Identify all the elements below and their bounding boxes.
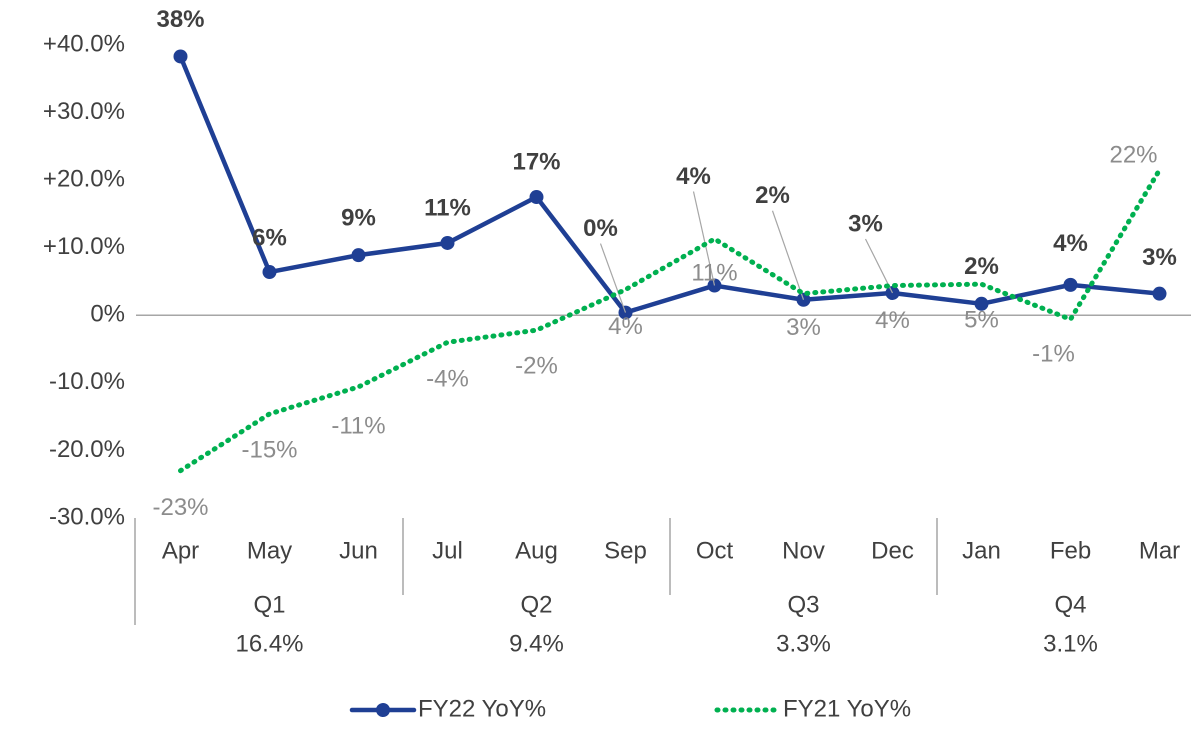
data-label: 4% xyxy=(1053,230,1088,257)
y-tick-label: -10.0% xyxy=(49,368,125,395)
data-label: -11% xyxy=(331,412,385,439)
point xyxy=(440,235,455,250)
group-label: Q2 xyxy=(520,591,552,618)
data-label: -1% xyxy=(1032,341,1075,368)
point xyxy=(262,265,277,280)
group-total: 16.4% xyxy=(235,630,303,657)
data-label: -15% xyxy=(241,436,297,463)
y-tick-label: 0% xyxy=(90,301,125,328)
data-label: 4% xyxy=(608,313,643,340)
legend-marker xyxy=(376,703,390,717)
data-label: 3% xyxy=(1142,244,1177,271)
y-tick-label: +30.0% xyxy=(43,98,125,125)
data-label: 2% xyxy=(964,253,999,280)
leader-line xyxy=(692,191,716,286)
x-tick-label: Jan xyxy=(962,537,1001,564)
point xyxy=(351,248,366,263)
x-tick-label: Apr xyxy=(162,537,199,564)
group-total: 3.3% xyxy=(776,630,831,657)
y-tick-label: -20.0% xyxy=(49,436,125,463)
x-tick-label: May xyxy=(247,537,292,564)
data-label: 5% xyxy=(964,307,999,334)
data-label: -23% xyxy=(152,494,208,521)
data-label: 3% xyxy=(848,210,883,237)
x-tick-label: Oct xyxy=(696,537,734,564)
leader-line xyxy=(771,210,805,300)
group-label: Q4 xyxy=(1054,591,1086,618)
data-label: 11% xyxy=(691,259,737,286)
data-label: 4% xyxy=(875,307,910,334)
point xyxy=(529,190,544,205)
data-label: 17% xyxy=(512,148,560,175)
x-tick-label: Aug xyxy=(515,537,558,564)
legend-label: FY22 YoY% xyxy=(418,695,546,722)
leader-line xyxy=(599,243,627,313)
x-tick-label: Feb xyxy=(1050,537,1091,564)
group-total: 9.4% xyxy=(509,630,564,657)
x-tick-label: Nov xyxy=(782,537,825,564)
data-label: 0% xyxy=(583,215,618,242)
legend-label: FY21 YoY% xyxy=(783,695,911,722)
data-label: 2% xyxy=(755,182,790,209)
x-tick-label: Mar xyxy=(1139,537,1180,564)
point xyxy=(1152,286,1167,301)
group-total: 3.1% xyxy=(1043,630,1098,657)
data-label: 9% xyxy=(341,204,376,231)
group-label: Q3 xyxy=(787,591,819,618)
x-tick-label: Dec xyxy=(871,537,914,564)
y-tick-label: +20.0% xyxy=(43,165,125,192)
data-label: 22% xyxy=(1109,141,1157,168)
data-label: -2% xyxy=(515,352,558,379)
point xyxy=(173,49,188,64)
x-tick-label: Jul xyxy=(432,537,463,564)
data-label: -4% xyxy=(426,366,469,393)
y-tick-label: +10.0% xyxy=(43,233,125,260)
data-label: 6% xyxy=(252,224,287,251)
data-label: 38% xyxy=(156,6,204,33)
y-tick-label: +40.0% xyxy=(43,30,125,57)
data-label: 11% xyxy=(424,194,471,221)
data-label: 3% xyxy=(786,314,821,341)
data-label: 4% xyxy=(676,163,711,190)
point xyxy=(1063,277,1078,292)
group-label: Q1 xyxy=(253,591,285,618)
series-line xyxy=(178,54,1162,315)
x-tick-label: Jun xyxy=(339,537,378,564)
point xyxy=(974,296,989,311)
series-line xyxy=(178,167,1162,474)
y-tick-label: -30.0% xyxy=(49,503,125,530)
x-tick-label: Sep xyxy=(604,537,647,564)
